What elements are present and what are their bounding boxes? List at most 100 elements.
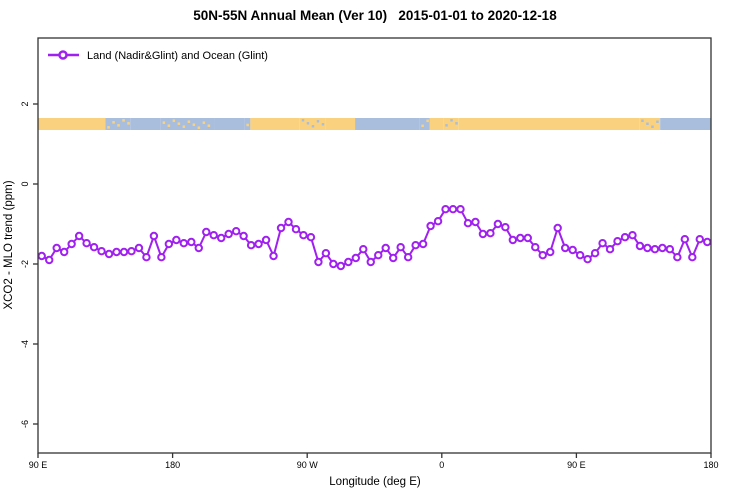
map-strip-speck bbox=[162, 121, 166, 124]
data-point-marker bbox=[82, 239, 91, 248]
data-point-marker bbox=[202, 227, 211, 237]
y-tick-label: 2 bbox=[20, 101, 30, 106]
map-strip-land-segment bbox=[325, 118, 356, 130]
map-strip-speck bbox=[167, 124, 171, 127]
chart-title: 50N-55N Annual Mean (Ver 10) 2015-01-01 … bbox=[193, 8, 557, 23]
map-strip-ocean-segment bbox=[660, 118, 711, 130]
data-point-marker bbox=[52, 243, 61, 253]
y-tick-label: 0 bbox=[20, 181, 30, 186]
data-point-marker bbox=[299, 231, 308, 240]
x-tick-label: 180 bbox=[165, 460, 180, 470]
data-point-marker bbox=[628, 231, 637, 240]
data-point-marker bbox=[45, 255, 54, 265]
data-point-marker bbox=[97, 247, 106, 256]
data-point-marker bbox=[501, 223, 510, 232]
data-point-marker bbox=[620, 233, 630, 242]
data-point-marker bbox=[553, 223, 562, 233]
map-strip-ocean-segment bbox=[419, 118, 430, 130]
data-point-marker bbox=[276, 223, 286, 233]
map-strip-speck bbox=[426, 119, 429, 123]
map-strip-speck bbox=[117, 124, 120, 127]
data-point-marker bbox=[149, 231, 159, 241]
legend-label: Land (Nadir&Glint) and Ocean (Glint) bbox=[87, 50, 268, 62]
data-point-marker bbox=[546, 247, 555, 257]
map-strip-speck bbox=[316, 120, 320, 123]
data-point-marker bbox=[478, 229, 488, 239]
data-point-marker bbox=[231, 227, 241, 236]
map-strip-speck bbox=[202, 121, 206, 124]
data-point-marker bbox=[635, 241, 645, 251]
data-point-marker bbox=[37, 251, 46, 261]
data-point-marker bbox=[321, 249, 331, 258]
data-point-marker bbox=[142, 253, 151, 262]
data-point-marker bbox=[426, 221, 435, 231]
map-strip-speck bbox=[182, 125, 186, 128]
x-axis-label: Longitude (deg E) bbox=[329, 476, 421, 488]
y-tick-label: -2 bbox=[20, 260, 30, 268]
data-point-marker bbox=[396, 243, 405, 252]
data-point-marker bbox=[568, 245, 577, 255]
map-strip-speck bbox=[455, 122, 458, 125]
data-point-marker bbox=[508, 235, 518, 245]
map-strip-speck bbox=[421, 124, 424, 128]
data-point-marker bbox=[471, 217, 480, 227]
data-point-marker bbox=[388, 253, 398, 263]
data-point-marker bbox=[194, 243, 203, 253]
data-point-marker bbox=[658, 243, 667, 253]
data-point-marker bbox=[538, 251, 547, 260]
map-strip-speck bbox=[187, 120, 191, 123]
x-tick-label: 0 bbox=[439, 460, 444, 470]
map-strip-land-segment bbox=[250, 118, 300, 130]
data-point-marker bbox=[344, 257, 353, 267]
data-point-marker bbox=[359, 245, 368, 254]
map-strip-speck bbox=[192, 123, 196, 126]
map-strip-speck bbox=[107, 126, 110, 129]
map-strip-speck bbox=[127, 122, 130, 125]
data-point-marker bbox=[441, 205, 450, 214]
data-point-marker bbox=[269, 251, 278, 261]
data-point-marker bbox=[217, 233, 226, 243]
data-point-marker bbox=[59, 247, 69, 257]
data-point-marker bbox=[493, 219, 503, 229]
data-point-marker bbox=[665, 245, 675, 254]
map-strip-land-segment bbox=[429, 118, 444, 130]
y-tick-label: -6 bbox=[20, 420, 30, 428]
data-point-marker bbox=[239, 231, 248, 241]
data-point-marker bbox=[448, 205, 458, 214]
map-strip-speck bbox=[306, 122, 310, 125]
data-point-marker bbox=[523, 233, 532, 243]
data-point-marker bbox=[224, 229, 233, 239]
map-strip-speck bbox=[207, 124, 211, 127]
data-point-marker bbox=[336, 261, 346, 271]
map-strip-speck bbox=[112, 121, 115, 124]
data-point-marker bbox=[680, 235, 690, 244]
data-point-marker bbox=[643, 243, 652, 253]
map-strip-speck bbox=[177, 122, 181, 125]
data-point-marker bbox=[695, 235, 704, 244]
map-strip-speck bbox=[246, 123, 249, 127]
map-strip-speck bbox=[122, 119, 125, 122]
map-strip-speck bbox=[445, 124, 448, 127]
data-point-marker bbox=[456, 205, 465, 214]
data-point-marker bbox=[284, 217, 293, 227]
map-strip-land-segment bbox=[639, 118, 661, 130]
x-tick-label: 90 E bbox=[567, 460, 586, 470]
data-point-marker bbox=[703, 237, 712, 247]
map-strip-speck bbox=[656, 120, 659, 123]
data-point-marker bbox=[119, 247, 129, 257]
data-point-marker bbox=[374, 251, 383, 260]
data-point-marker bbox=[179, 239, 189, 248]
data-point-marker bbox=[418, 239, 428, 249]
data-point-marker bbox=[261, 235, 271, 245]
x-tick-label: 90 E bbox=[29, 460, 48, 470]
data-point-marker bbox=[673, 253, 682, 262]
data-point-marker bbox=[67, 239, 76, 249]
data-point-marker bbox=[187, 237, 196, 247]
legend-marker-icon bbox=[58, 50, 68, 60]
map-strip-ocean-segment bbox=[355, 118, 420, 130]
data-point-marker bbox=[613, 237, 622, 246]
map-strip-speck bbox=[321, 123, 325, 126]
data-point-marker bbox=[246, 241, 256, 250]
